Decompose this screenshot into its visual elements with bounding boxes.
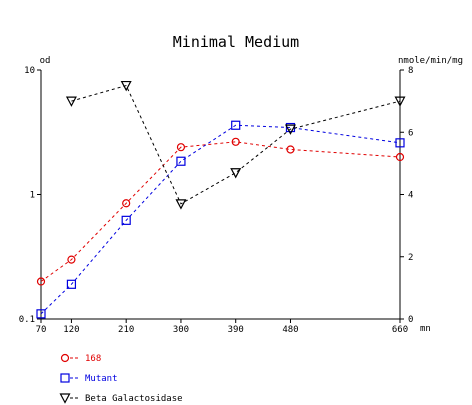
series-2-point [120,80,132,92]
series-2-point [284,124,296,135]
series-0-point [395,152,405,162]
series-0-point [176,143,186,152]
x-tick-label: 480 [282,325,298,335]
legend-label: Mutant [85,374,118,384]
chart-title: Minimal Medium [173,33,299,51]
right-axis-label: nmole/min/mg [398,56,463,66]
series-0-point [67,255,76,264]
series-1-point [121,215,131,225]
x-tick-label: 300 [173,325,189,335]
x-axis-label: mn [420,324,431,334]
series-line-2 [71,84,401,205]
series-line-1 [40,124,401,315]
series-1-point [231,120,241,130]
legend: 168 Mutant Beta Galactosidase [59,353,183,404]
legend-marker [60,373,70,383]
legend-label: 168 [85,354,101,364]
legend-marker [60,353,70,363]
series-1-point [66,279,77,289]
series-2-point [175,199,187,210]
series-1-point [36,309,46,319]
y-left-tick-label: 0.1 [19,315,35,325]
series-layer [36,80,406,319]
series-2-point [230,168,242,179]
series-2-point [65,96,77,107]
y-right-tick-label: 8 [408,66,413,76]
x-tick-label: 120 [63,325,79,335]
series-0-point [286,145,295,154]
x-tick-label: 660 [392,325,408,335]
y-right-tick-label: 2 [408,253,413,263]
x-tick-label: 210 [118,325,134,335]
x-tick-label: 390 [228,325,244,335]
series-0-point [36,277,46,286]
x-tick-label: 70 [36,325,47,335]
y-right-tick-label: 0 [408,315,413,325]
y-right-tick-label: 4 [408,191,413,201]
series-1-point [176,156,186,166]
left-axis-label: od [40,56,51,66]
series-0-point [122,199,131,208]
y-right-tick-label: 6 [408,128,413,138]
series-1-point [285,122,296,133]
series-1-point [395,138,405,148]
legend-label: Beta Galactosidase [85,394,183,404]
y-left-tick-label: 1 [30,191,35,201]
ticks-layer: 70 120 210 300 390 480 660 10 1 0.1 8 6 4 2 0 [19,66,414,335]
series-line-0 [40,141,401,282]
legend-marker [59,393,71,404]
y-left-tick-label: 10 [24,66,35,76]
series-2-point [394,96,406,107]
series-0-point [231,137,240,146]
